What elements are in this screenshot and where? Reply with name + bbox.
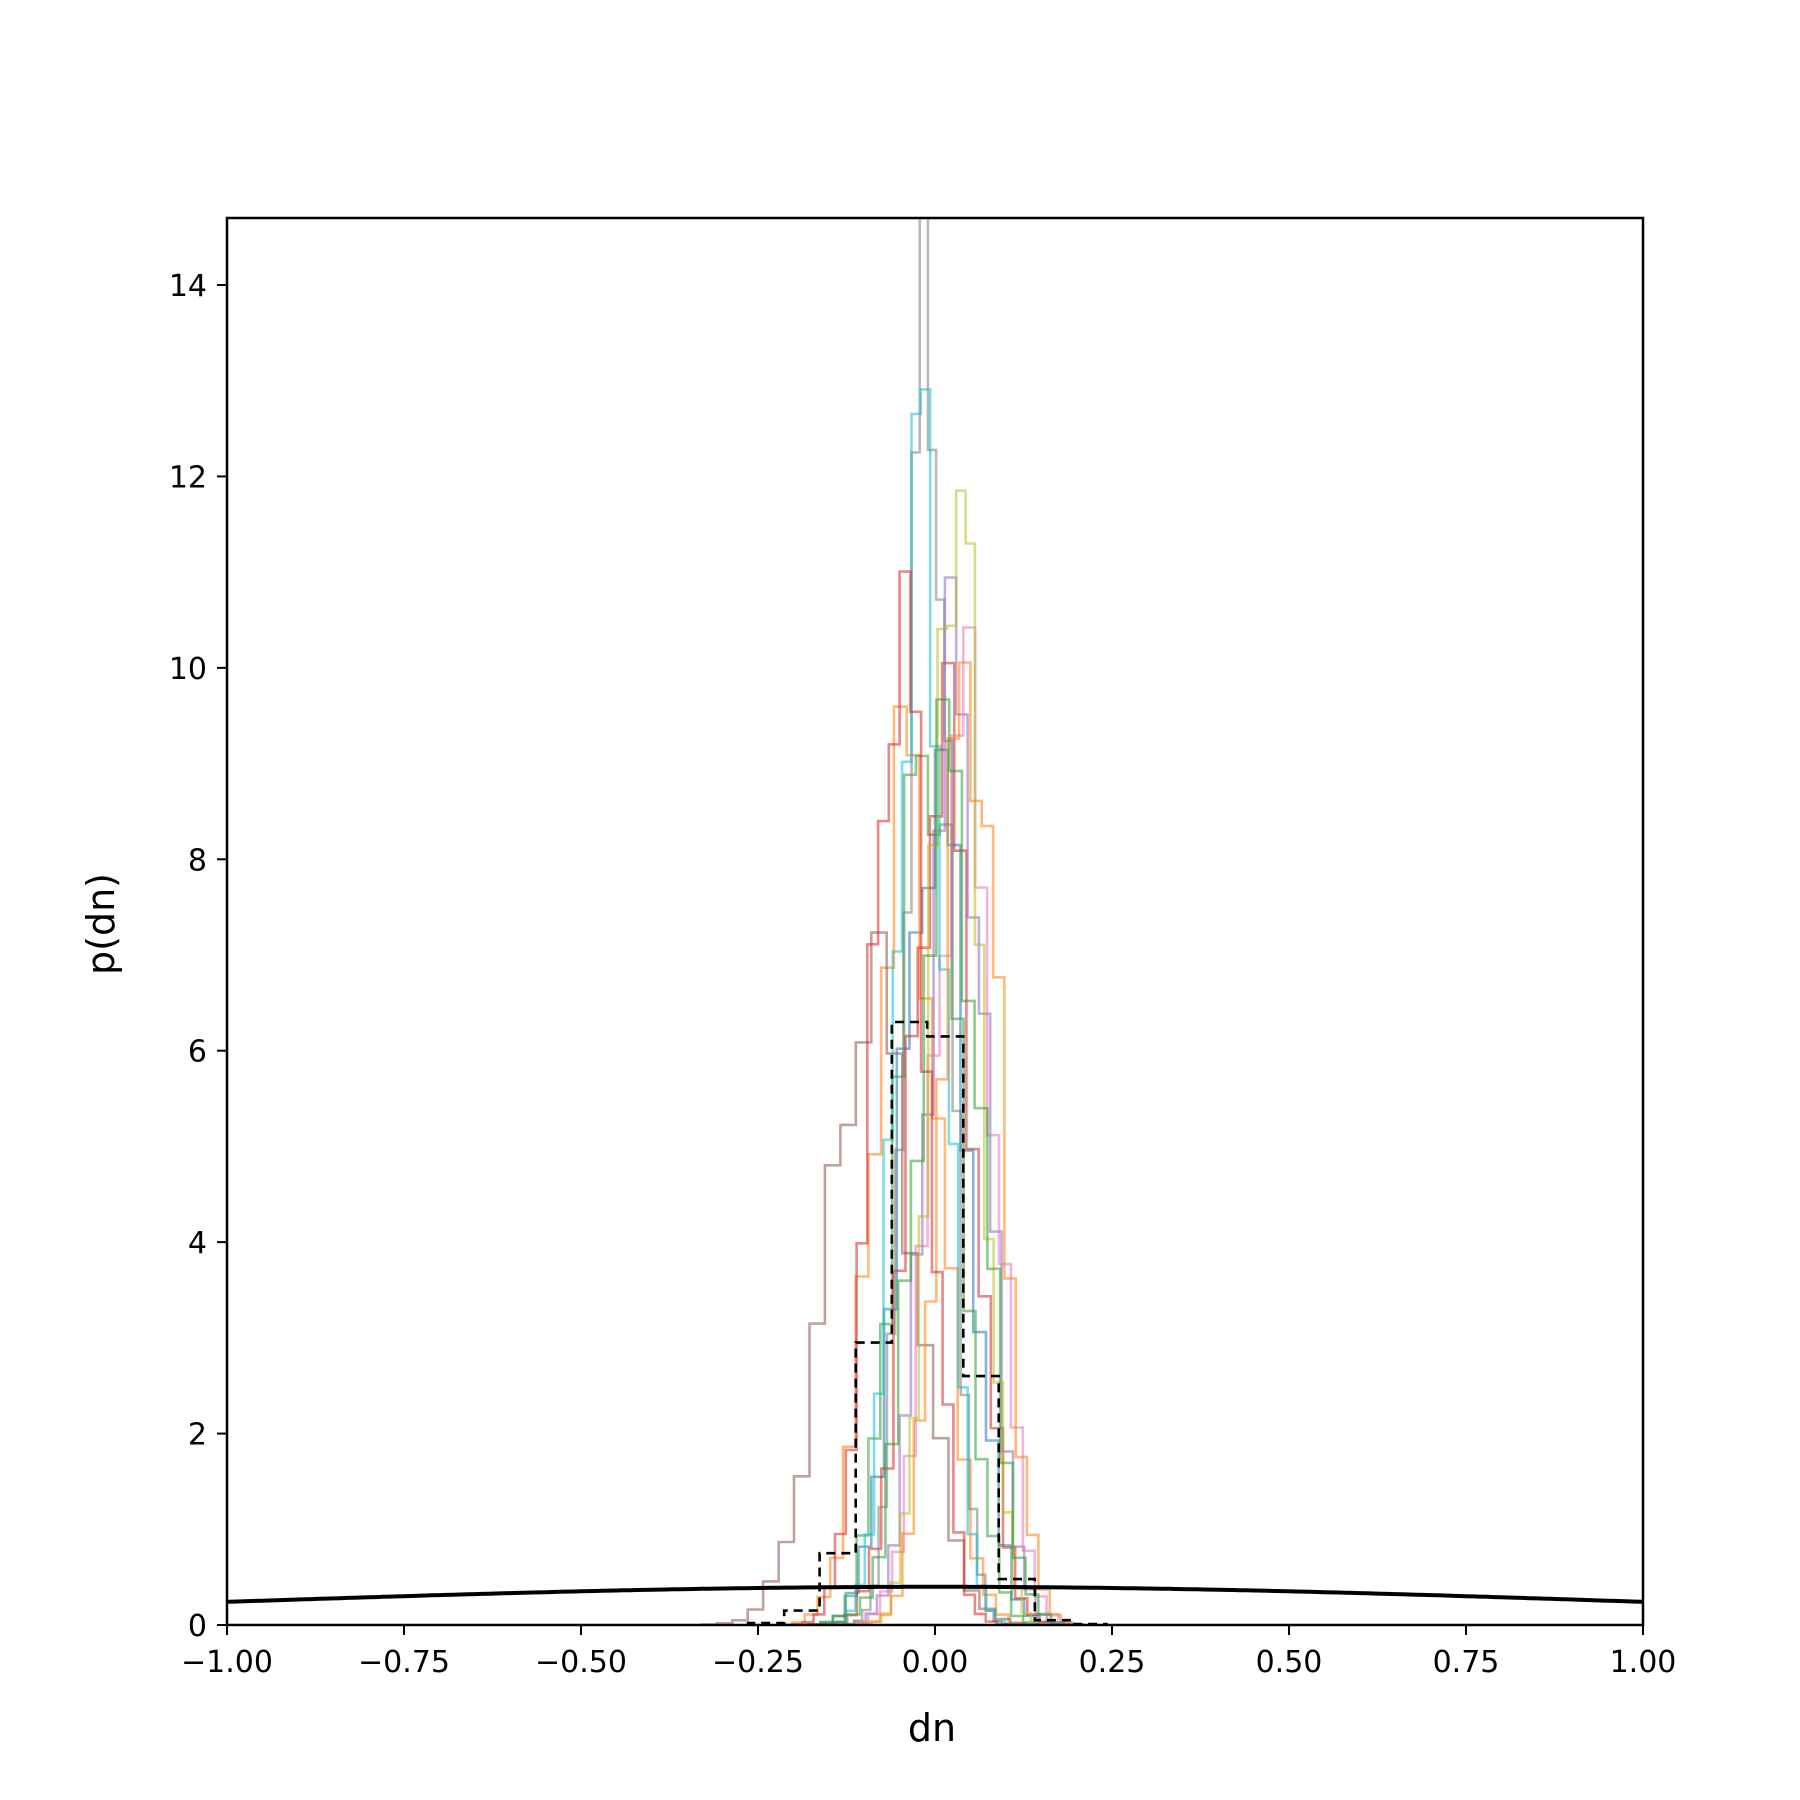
x-tick-label: 0.00 bbox=[902, 1645, 969, 1680]
chain-histogram-11 bbox=[855, 661, 1085, 1625]
y-tick-label: 10 bbox=[169, 652, 207, 687]
chain-histogram-7 bbox=[843, 626, 1084, 1625]
chain-histogram-12 bbox=[790, 570, 1009, 1625]
y-tick-label: 14 bbox=[169, 269, 207, 304]
combined-histogram bbox=[746, 1020, 1108, 1625]
prior-curve bbox=[227, 1584, 1643, 1604]
chain-histogram-13 bbox=[820, 698, 1078, 1625]
x-tick-label: 0.50 bbox=[1256, 1645, 1323, 1680]
x-axis: −1.00 −0.75 −0.50 −0.25 0.00 0.25 0.50 0.75 1.00 bbox=[181, 1625, 1676, 1680]
y-axis: 0 2 4 6 8 10 12 14 bbox=[169, 269, 227, 1644]
y-tick-label: 0 bbox=[188, 1609, 207, 1644]
chain-histogram-3 bbox=[807, 754, 1049, 1625]
plot-area bbox=[225, 216, 1645, 1627]
x-tick-label: 1.00 bbox=[1610, 1645, 1677, 1680]
x-tick-label: −0.25 bbox=[712, 1645, 804, 1680]
plot-content bbox=[227, 218, 1643, 1625]
chain-histogram-2 bbox=[777, 705, 1036, 1625]
x-tick-label: 0.75 bbox=[1433, 1645, 1500, 1680]
x-tick-label: −0.50 bbox=[535, 1645, 627, 1680]
chain-histogram-10 bbox=[826, 388, 1016, 1625]
y-tick-label: 12 bbox=[169, 460, 207, 495]
y-tick-label: 2 bbox=[188, 1418, 207, 1453]
x-tick-label: −0.75 bbox=[358, 1645, 450, 1680]
chain-histogram-4 bbox=[819, 661, 1066, 1625]
x-axis-label: dn bbox=[908, 1706, 956, 1750]
y-tick-label: 8 bbox=[188, 843, 207, 878]
x-tick-label: 0.25 bbox=[1079, 1645, 1146, 1680]
chain-histogram-8 bbox=[844, 218, 1012, 1625]
y-tick-label: 6 bbox=[188, 1035, 207, 1070]
y-tick-label: 4 bbox=[188, 1226, 207, 1261]
y-axis-label: p(dn) bbox=[79, 873, 123, 975]
x-tick-label: −1.00 bbox=[181, 1645, 273, 1680]
